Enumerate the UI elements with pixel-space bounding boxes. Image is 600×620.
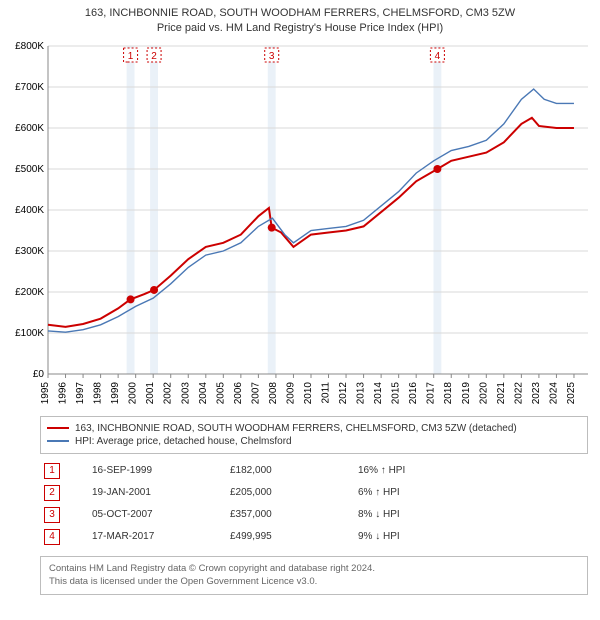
x-tick-label: 1997 bbox=[75, 381, 86, 404]
sale-marker-point bbox=[150, 286, 158, 294]
event-number-box: 1 bbox=[44, 463, 60, 479]
x-tick-label: 2000 bbox=[128, 381, 139, 404]
chart-title: 163, INCHBONNIE ROAD, SOUTH WOODHAM FERR… bbox=[0, 0, 600, 36]
attribution-footer: Contains HM Land Registry data © Crown c… bbox=[40, 556, 588, 596]
sale-marker-number: 2 bbox=[151, 51, 157, 62]
event-price: £205,000 bbox=[226, 482, 354, 504]
chart-svg: £0 £100K £200K £300K £400K £500K £600K £700K £80… bbox=[8, 40, 592, 410]
x-tick-label: 2010 bbox=[303, 381, 314, 404]
table-row: 3 05-OCT-2007£357,0008% ↓ HPI bbox=[40, 504, 588, 526]
x-tick-label: 2017 bbox=[426, 381, 437, 404]
x-tick-label: 2001 bbox=[145, 381, 156, 404]
x-tick-label: 2021 bbox=[496, 381, 507, 404]
event-date: 05-OCT-2007 bbox=[88, 504, 226, 526]
title-line-2: Price paid vs. HM Land Registry's House … bbox=[6, 21, 594, 36]
y-tick-label: £200K bbox=[15, 287, 44, 298]
x-tick-label: 2006 bbox=[233, 381, 244, 404]
event-price: £182,000 bbox=[226, 460, 354, 482]
x-tick-label: 2023 bbox=[531, 381, 542, 404]
price-chart: £0 £100K £200K £300K £400K £500K £600K £700K £80… bbox=[8, 40, 592, 410]
x-tick-label: 1998 bbox=[93, 381, 104, 404]
event-price: £499,995 bbox=[226, 526, 354, 548]
x-tick-label: 2003 bbox=[180, 381, 191, 404]
x-tick-label: 2007 bbox=[250, 381, 261, 404]
event-delta: 6% ↑ HPI bbox=[354, 482, 588, 504]
x-tick-label: 2009 bbox=[285, 381, 296, 404]
legend-item: HPI: Average price, detached house, Chel… bbox=[47, 436, 581, 447]
event-delta: 9% ↓ HPI bbox=[354, 526, 588, 548]
sale-marker-point bbox=[127, 295, 135, 303]
y-tick-label: £0 bbox=[33, 369, 45, 380]
x-tick-label: 2002 bbox=[163, 381, 174, 404]
event-price: £357,000 bbox=[226, 504, 354, 526]
x-tick-label: 2004 bbox=[198, 381, 209, 404]
table-row: 4 17-MAR-2017£499,9959% ↓ HPI bbox=[40, 526, 588, 548]
legend-swatch bbox=[47, 427, 69, 429]
legend-label: 163, INCHBONNIE ROAD, SOUTH WOODHAM FERR… bbox=[75, 423, 517, 434]
x-tick-label: 2015 bbox=[391, 381, 402, 404]
sale-marker-number: 1 bbox=[128, 51, 134, 62]
x-tick-label: 2014 bbox=[373, 381, 384, 404]
event-date: 19-JAN-2001 bbox=[88, 482, 226, 504]
x-tick-label: 2018 bbox=[443, 381, 454, 404]
y-tick-label: £600K bbox=[15, 123, 44, 134]
legend-swatch bbox=[47, 440, 69, 442]
y-tick-label: £100K bbox=[15, 328, 44, 339]
x-tick-label: 1996 bbox=[58, 381, 69, 404]
x-tick-label: 2019 bbox=[461, 381, 472, 404]
x-tick-label: 2013 bbox=[356, 381, 367, 404]
transaction-table: 1 16-SEP-1999£182,00016% ↑ HPI 2 19-JAN-200… bbox=[40, 460, 588, 548]
x-tick-label: 1999 bbox=[110, 381, 121, 404]
x-tick-label: 1995 bbox=[40, 381, 51, 404]
y-tick-label: £800K bbox=[15, 41, 44, 52]
sale-marker-number: 3 bbox=[269, 51, 275, 62]
sale-marker-number: 4 bbox=[435, 51, 441, 62]
sale-marker-point bbox=[433, 165, 441, 173]
x-tick-label: 2011 bbox=[321, 381, 332, 403]
x-tick-label: 2005 bbox=[215, 381, 226, 404]
sale-marker-point bbox=[268, 223, 276, 231]
y-tick-label: £700K bbox=[15, 82, 44, 93]
title-line-1: 163, INCHBONNIE ROAD, SOUTH WOODHAM FERR… bbox=[6, 6, 594, 21]
event-number-box: 3 bbox=[44, 507, 60, 523]
footer-line-1: Contains HM Land Registry data © Crown c… bbox=[49, 563, 579, 576]
event-number-box: 2 bbox=[44, 485, 60, 501]
x-tick-label: 2022 bbox=[513, 381, 524, 404]
footer-line-2: This data is licensed under the Open Gov… bbox=[49, 576, 579, 589]
x-tick-label: 2012 bbox=[338, 381, 349, 404]
legend-item: 163, INCHBONNIE ROAD, SOUTH WOODHAM FERR… bbox=[47, 423, 581, 434]
event-date: 16-SEP-1999 bbox=[88, 460, 226, 482]
x-tick-label: 2025 bbox=[566, 381, 577, 404]
event-date: 17-MAR-2017 bbox=[88, 526, 226, 548]
table-row: 2 19-JAN-2001£205,0006% ↑ HPI bbox=[40, 482, 588, 504]
event-delta: 8% ↓ HPI bbox=[354, 504, 588, 526]
table-row: 1 16-SEP-1999£182,00016% ↑ HPI bbox=[40, 460, 588, 482]
x-tick-label: 2008 bbox=[268, 381, 279, 404]
x-tick-label: 2024 bbox=[548, 381, 559, 404]
x-tick-label: 2016 bbox=[408, 381, 419, 404]
x-tick-label: 2020 bbox=[478, 381, 489, 404]
event-delta: 16% ↑ HPI bbox=[354, 460, 588, 482]
legend: 163, INCHBONNIE ROAD, SOUTH WOODHAM FERR… bbox=[40, 416, 588, 454]
y-tick-label: £300K bbox=[15, 246, 44, 257]
event-number-box: 4 bbox=[44, 529, 60, 545]
y-tick-label: £500K bbox=[15, 164, 44, 175]
y-tick-label: £400K bbox=[15, 205, 44, 216]
legend-label: HPI: Average price, detached house, Chel… bbox=[75, 436, 292, 447]
